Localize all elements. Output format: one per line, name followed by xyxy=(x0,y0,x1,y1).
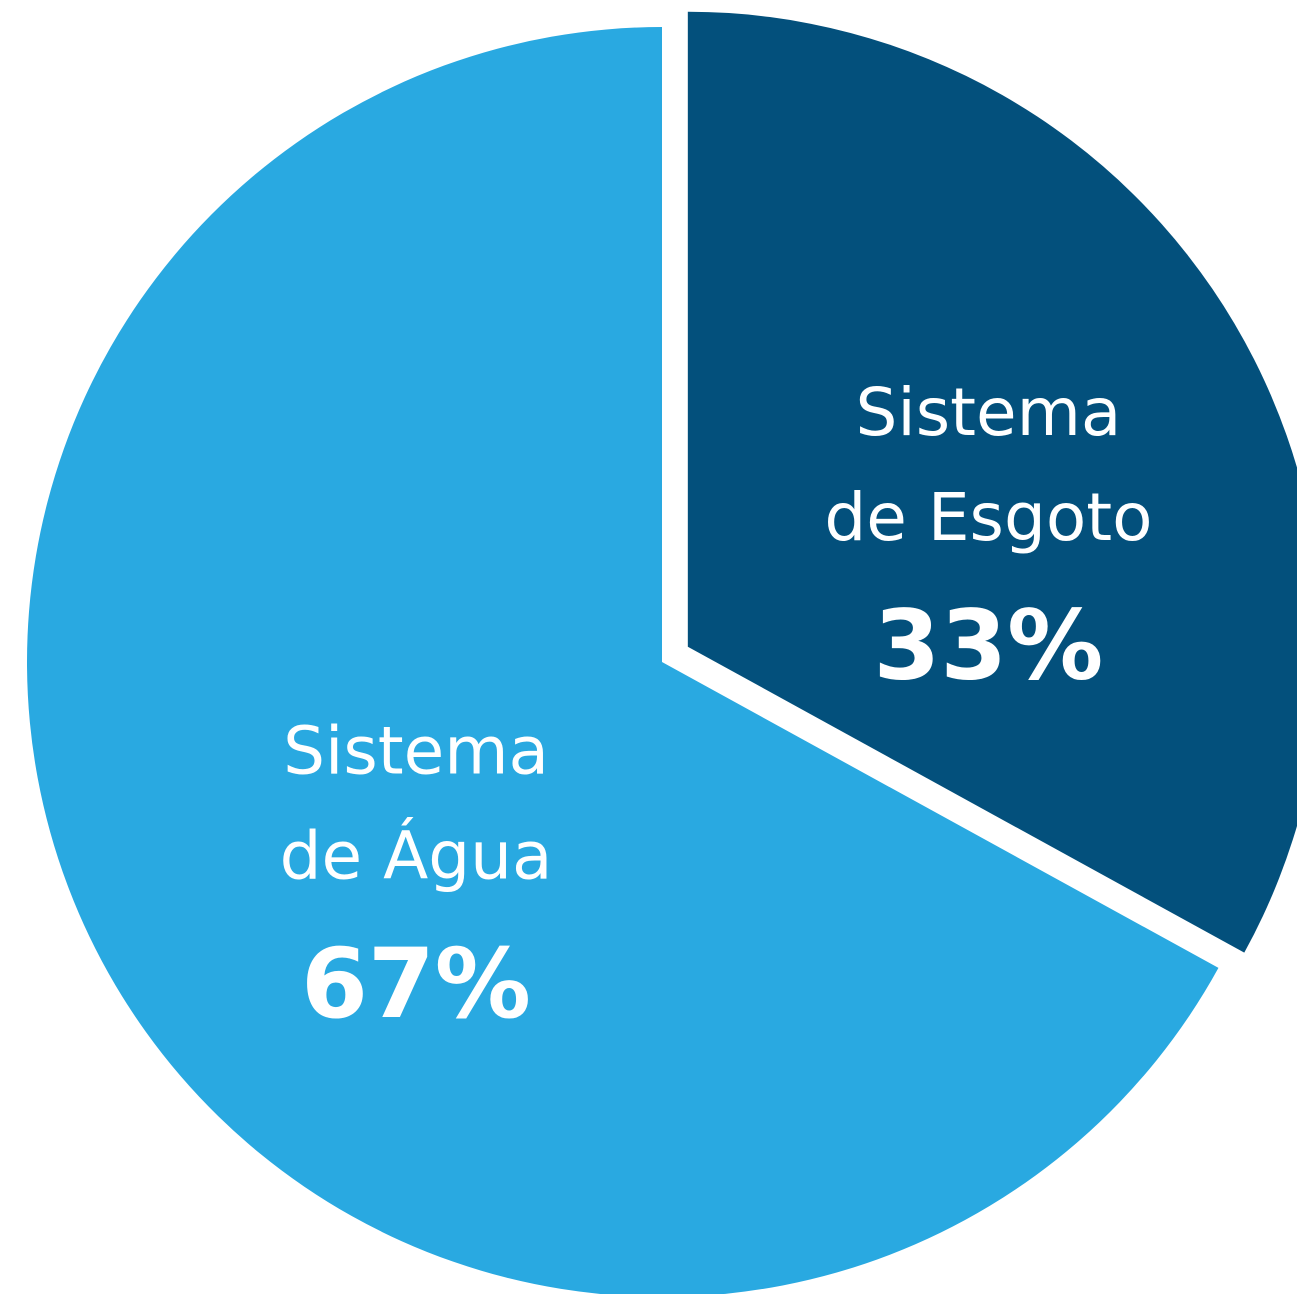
pie-slice xyxy=(27,27,1219,1294)
pie-slice xyxy=(687,11,1297,953)
slice-label: Sistema de Água xyxy=(280,713,553,895)
slice-label-line: de Água xyxy=(280,818,553,895)
slice-label-line: de Esgoto xyxy=(824,479,1152,556)
slice-value-label: 33% xyxy=(874,589,1104,701)
slice-label: Sistema de Esgoto xyxy=(824,374,1152,556)
slice-label-line: Sistema xyxy=(283,713,549,790)
slice-label-line: Sistema xyxy=(856,374,1122,451)
slice-value-label: 67% xyxy=(301,928,531,1040)
